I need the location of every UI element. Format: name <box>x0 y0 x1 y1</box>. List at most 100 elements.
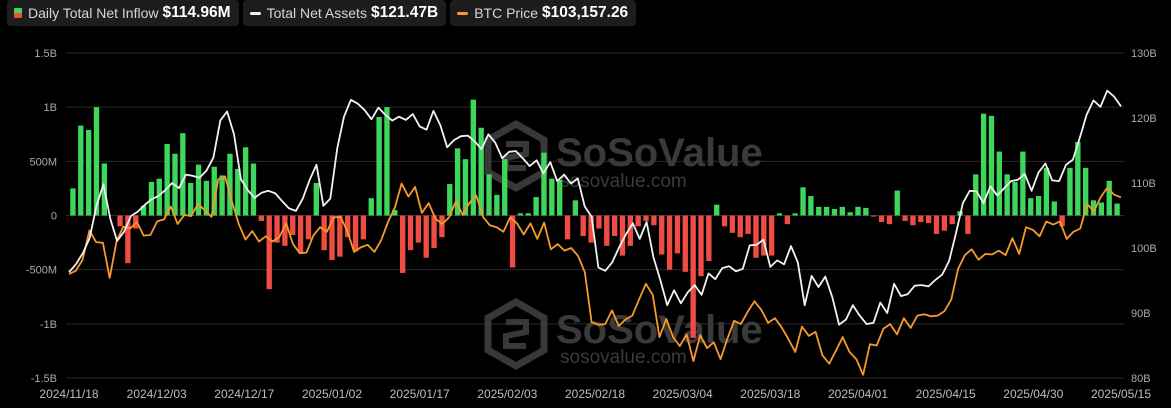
inflow-bar[interactable] <box>313 183 319 216</box>
inflow-bar[interactable] <box>533 197 539 216</box>
inflow-bar[interactable] <box>886 215 893 225</box>
inflow-bar[interactable] <box>698 215 704 277</box>
inflow-bar[interactable] <box>839 206 845 216</box>
inflow-bar[interactable] <box>1059 215 1065 227</box>
inflow-bar[interactable] <box>219 175 225 216</box>
inflow-bar[interactable] <box>847 212 853 216</box>
inflow-bar[interactable] <box>1114 203 1120 216</box>
inflow-bar[interactable] <box>392 210 398 216</box>
inflow-bar[interactable] <box>823 206 830 216</box>
inflow-bar[interactable] <box>85 129 92 216</box>
inflow-bar[interactable] <box>439 215 445 238</box>
inflow-bar[interactable] <box>462 159 469 216</box>
inflow-bar[interactable] <box>399 215 406 273</box>
inflow-bar[interactable] <box>902 215 908 221</box>
inflow-bar[interactable] <box>188 183 194 216</box>
inflow-bar[interactable] <box>635 215 641 227</box>
inflow-bar[interactable] <box>407 215 414 251</box>
inflow-bar[interactable] <box>352 215 359 252</box>
inflow-bar[interactable] <box>988 115 995 216</box>
inflow-bar[interactable] <box>368 198 374 216</box>
inflow-bar[interactable] <box>682 215 688 272</box>
inflow-bar[interactable] <box>588 215 594 243</box>
inflow-bar[interactable] <box>855 206 861 216</box>
inflow-bar[interactable] <box>651 215 657 226</box>
inflow-bar[interactable] <box>211 166 217 216</box>
inflow-bar[interactable] <box>478 127 484 216</box>
inflow-bar[interactable] <box>78 125 84 216</box>
inflow-bar[interactable] <box>1083 167 1089 216</box>
inflow-bar[interactable] <box>486 174 492 216</box>
inflow-bar[interactable] <box>1035 196 1042 216</box>
inflow-bar[interactable] <box>266 215 272 290</box>
inflow-bar[interactable] <box>1098 202 1105 216</box>
inflow-bar[interactable] <box>784 215 791 225</box>
inflow-bar[interactable] <box>714 204 720 216</box>
inflow-bar[interactable] <box>156 178 162 216</box>
inflow-bar[interactable] <box>980 113 987 216</box>
inflow-bar[interactable] <box>297 215 304 253</box>
inflow-bar[interactable] <box>792 213 798 216</box>
inflow-bar[interactable] <box>627 215 633 246</box>
inflow-bar[interactable] <box>1012 181 1018 216</box>
inflow-bar[interactable] <box>973 174 979 216</box>
inflow-bar[interactable] <box>666 215 673 270</box>
inflow-bar[interactable] <box>580 215 586 237</box>
inflow-bar[interactable] <box>800 187 806 216</box>
inflow-bar[interactable] <box>494 194 500 216</box>
inflow-bar[interactable] <box>117 215 123 227</box>
btc-price-line[interactable] <box>68 175 1122 376</box>
inflow-bar[interactable] <box>1043 167 1050 216</box>
inflow-bar[interactable] <box>721 215 728 227</box>
inflow-bar[interactable] <box>572 200 579 216</box>
inflow-bar[interactable] <box>164 144 170 216</box>
inflow-bar[interactable] <box>549 178 555 216</box>
inflow-bar[interactable] <box>415 215 422 243</box>
inflow-bar[interactable] <box>745 215 751 234</box>
inflow-bar[interactable] <box>423 215 429 258</box>
inflow-bar[interactable] <box>541 152 547 216</box>
inflow-bar[interactable] <box>596 215 602 229</box>
inflow-bar[interactable] <box>250 163 257 216</box>
inflow-bar[interactable] <box>290 215 296 236</box>
inflow-bar[interactable] <box>643 215 649 221</box>
inflow-bar[interactable] <box>447 184 453 216</box>
inflow-bar[interactable] <box>1051 201 1057 216</box>
inflow-bar[interactable] <box>863 207 869 216</box>
inflow-bar[interactable] <box>918 215 924 223</box>
inflow-bar[interactable] <box>816 206 822 216</box>
inflow-bar[interactable] <box>996 151 1002 216</box>
inflow-bar[interactable] <box>454 148 461 216</box>
inflow-bar[interactable] <box>345 215 351 238</box>
inflow-bar[interactable] <box>242 147 249 216</box>
inflow-bar[interactable] <box>180 133 186 216</box>
inflow-bar[interactable] <box>235 168 241 216</box>
inflow-bar[interactable] <box>384 107 390 216</box>
inflow-bar[interactable] <box>894 190 900 216</box>
inflow-bar[interactable] <box>258 215 265 221</box>
inflow-bar[interactable] <box>659 215 665 255</box>
inflow-bar[interactable] <box>525 213 531 216</box>
inflow-bar[interactable] <box>753 215 759 258</box>
inflow-bar[interactable] <box>1106 180 1112 216</box>
inflow-bar[interactable] <box>517 213 524 216</box>
inflow-bar[interactable] <box>203 180 210 216</box>
inflow-bar[interactable] <box>360 215 367 240</box>
inflow-bar[interactable] <box>70 188 76 216</box>
inflow-bar[interactable] <box>1004 174 1010 216</box>
inflow-bar[interactable] <box>761 215 767 256</box>
inflow-bar[interactable] <box>305 215 312 240</box>
inflow-bar[interactable] <box>337 215 343 257</box>
inflow-bar[interactable] <box>282 215 288 246</box>
inflow-bar[interactable] <box>776 213 783 216</box>
inflow-bar[interactable] <box>706 215 712 262</box>
inflow-bar[interactable] <box>737 215 743 238</box>
inflow-bar[interactable] <box>941 215 948 231</box>
inflow-bar[interactable] <box>227 153 233 216</box>
inflow-bar[interactable] <box>831 209 838 216</box>
inflow-bar[interactable] <box>1075 141 1081 216</box>
inflow-bar[interactable] <box>1090 200 1097 216</box>
inflow-bar[interactable] <box>604 215 610 246</box>
inflow-bar[interactable] <box>949 215 955 225</box>
inflow-bar[interactable] <box>871 215 877 217</box>
